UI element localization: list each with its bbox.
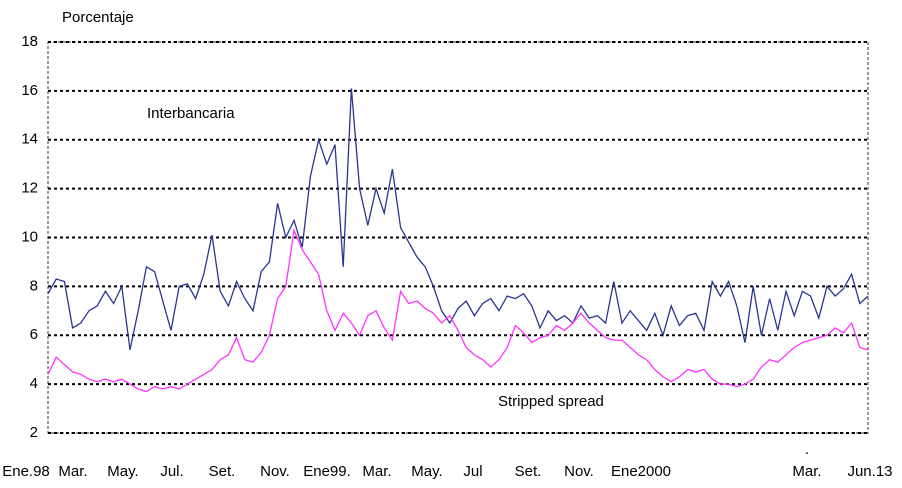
- x-tick-label: May.: [411, 463, 442, 480]
- series-annotation: Interbancaria: [147, 105, 235, 122]
- y-tick-label: 8: [30, 277, 38, 294]
- y-tick-label: 14: [21, 131, 38, 148]
- x-tick-label: Set.: [209, 463, 236, 480]
- x-tick-label: Set.: [515, 463, 542, 480]
- x-tick-label: Nov.: [564, 463, 594, 480]
- annotation: .: [805, 441, 809, 458]
- series-annotation: Stripped spread: [498, 393, 604, 410]
- x-tick-label: Ene2000: [611, 463, 671, 480]
- x-tick-label: Ene99.: [303, 463, 351, 480]
- x-tick-label: Jul: [463, 463, 482, 480]
- y-tick-label: 4: [30, 375, 38, 392]
- x-tick-label: Jun.13: [847, 463, 892, 480]
- x-tick-label: Nov.: [260, 463, 290, 480]
- x-tick-label: Jul.: [160, 463, 183, 480]
- y-tick-label: 2: [30, 424, 38, 441]
- x-tick-label: Mar.: [362, 463, 391, 480]
- x-tick-label: May.: [107, 463, 138, 480]
- y-tick-label: 12: [21, 180, 38, 197]
- x-tick-label: Mar.: [58, 463, 87, 480]
- y-tick-label: 16: [21, 82, 38, 99]
- series-line: [47, 227, 869, 393]
- y-axis-label: Porcentaje: [62, 9, 134, 26]
- series-line: [47, 88, 869, 351]
- y-tick-label: 6: [30, 326, 38, 343]
- x-tick-label: Mar.: [792, 463, 821, 480]
- y-tick-label: 18: [21, 33, 38, 50]
- x-tick-label: Ene.98: [2, 463, 50, 480]
- y-tick-label: 10: [21, 228, 38, 245]
